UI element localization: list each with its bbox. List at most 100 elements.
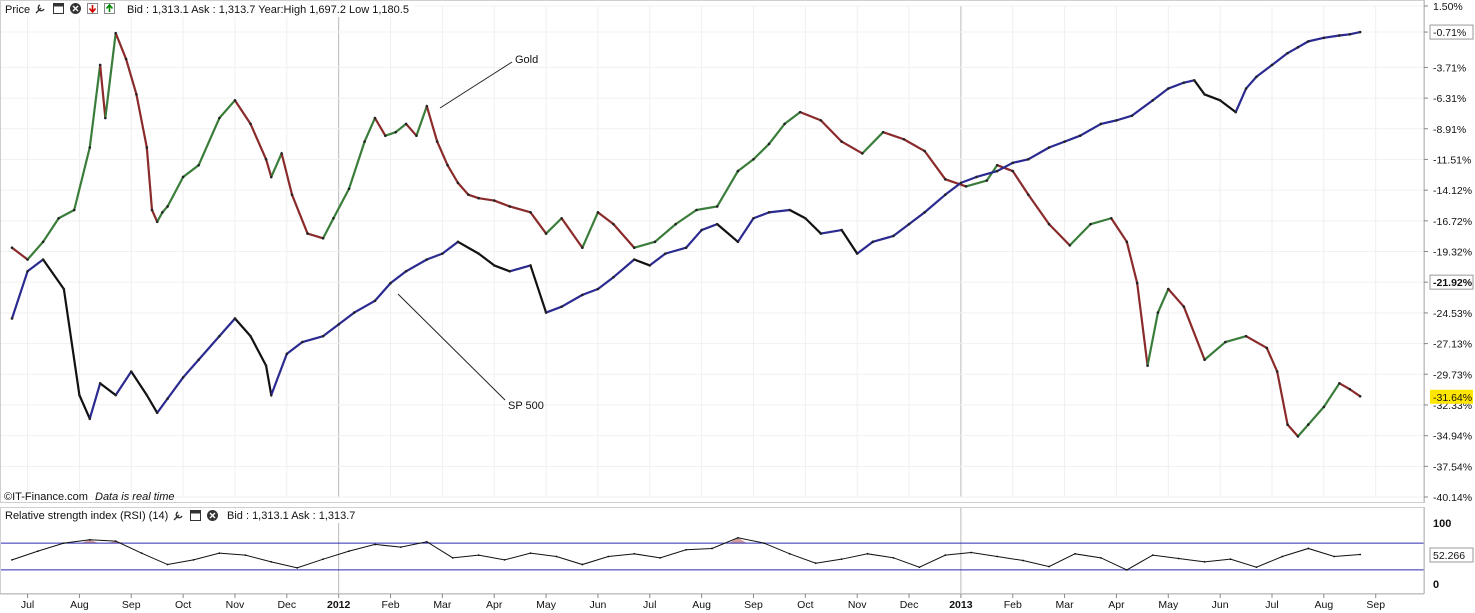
data-point [10, 246, 14, 250]
up-arrow-icon[interactable] [104, 3, 115, 14]
series-segment [996, 161, 1014, 173]
series-segment [125, 58, 138, 95]
data-point [129, 370, 133, 373]
series-segment [10, 270, 29, 319]
close-icon[interactable] [70, 3, 81, 14]
rsi-y-tick-label: 0 [1433, 579, 1439, 591]
series-segment [130, 370, 148, 396]
data-point [321, 334, 325, 338]
series-segment [529, 211, 547, 235]
data-point [923, 211, 926, 214]
data-point [1338, 382, 1341, 385]
series-segment [1068, 223, 1092, 247]
data-point [664, 252, 667, 255]
series-segment [820, 228, 842, 235]
data-point [1244, 87, 1248, 90]
data-point [492, 199, 496, 202]
x-tick-label: Jul [643, 599, 656, 611]
data-point [1286, 51, 1289, 55]
series-segment [426, 252, 443, 261]
rsi-window-icon[interactable] [190, 510, 201, 521]
data-point [145, 393, 149, 397]
series-segment [1136, 282, 1149, 366]
rsi-point [866, 552, 869, 555]
rsi-point [374, 543, 376, 546]
series-segment [62, 288, 81, 396]
series-segment [1167, 288, 1185, 308]
series-segment [363, 117, 376, 143]
rsi-close-icon[interactable] [207, 510, 218, 521]
rsi-point [451, 556, 454, 559]
series-segment [1116, 114, 1133, 122]
data-point [923, 149, 926, 153]
data-point [653, 240, 657, 244]
data-point [332, 216, 335, 220]
data-point [975, 175, 978, 179]
y-tick-label: -3.71% [1433, 62, 1466, 74]
current-value-badge [1429, 24, 1474, 40]
wrench-icon[interactable] [35, 4, 45, 14]
series-segment [1131, 99, 1154, 117]
price-series [10, 30, 1362, 438]
rsi-wrench-icon[interactable] [173, 511, 183, 521]
series-segment [561, 293, 583, 308]
y-tick-label: -8.91% [1433, 124, 1466, 136]
series-segment [374, 117, 387, 137]
data-point [10, 317, 14, 320]
x-tick-label: Apr [1108, 599, 1125, 611]
data-point [1265, 346, 1269, 350]
price-grid [1, 5, 1424, 498]
data-point [819, 232, 823, 235]
series-segment [135, 94, 148, 148]
series-segment [1090, 217, 1112, 226]
data-point [72, 208, 76, 212]
data-point [632, 246, 636, 250]
series-segment [457, 182, 470, 196]
data-point [78, 393, 81, 397]
series-segment [701, 223, 718, 232]
data-point [861, 152, 864, 155]
data-point [855, 252, 859, 255]
window-icon[interactable] [53, 3, 64, 14]
y-tick-label: -11.51% [1433, 154, 1471, 166]
data-point [736, 169, 740, 173]
series-segment [545, 217, 563, 235]
data-point [321, 236, 325, 240]
data-point [1322, 405, 1326, 409]
series-segment [182, 359, 200, 379]
series-segment [1027, 146, 1050, 161]
sp500-series [10, 30, 1362, 421]
series-segment [1322, 382, 1341, 408]
series-segment [478, 252, 495, 267]
series-segment [1048, 140, 1065, 149]
down-arrow-icon[interactable] [87, 3, 98, 14]
rsi-point [685, 548, 687, 551]
rsi-point [1333, 555, 1336, 558]
rsi-point [607, 555, 610, 558]
series-segment [425, 105, 439, 142]
series-segment [1255, 64, 1273, 78]
data-point [477, 252, 480, 255]
series-segment [302, 335, 324, 344]
watermark-site: ©IT-Finance.com [4, 491, 88, 503]
data-point [798, 110, 802, 114]
y-tick-label: -27.13% [1433, 339, 1472, 351]
series-segment [145, 394, 159, 414]
rsi-point [711, 547, 713, 550]
data-point [181, 376, 185, 379]
series-segment [166, 176, 185, 207]
series-segment [1287, 46, 1299, 55]
current-value-label: -31.64% [1433, 392, 1472, 404]
data-point [181, 175, 185, 179]
series-segment [820, 119, 843, 143]
series-segment [166, 376, 184, 400]
series-segment [405, 123, 418, 137]
data-point [62, 287, 66, 291]
series-segment [249, 123, 268, 160]
x-tick-label: Mar [433, 599, 452, 611]
price-quote: Bid : 1,313.1 Ask : 1,313.7 Year:High 1,… [127, 4, 409, 16]
series-segment [737, 158, 755, 172]
data-point [560, 216, 563, 220]
data-point [155, 220, 159, 224]
series-segment [1125, 241, 1139, 284]
